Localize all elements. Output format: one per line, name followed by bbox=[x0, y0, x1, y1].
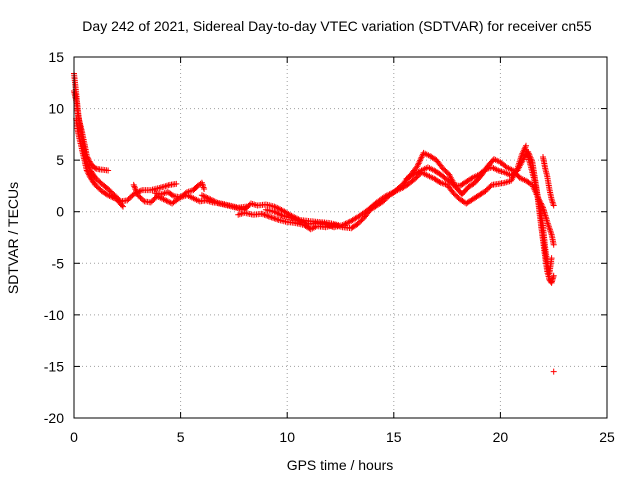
data-point bbox=[120, 203, 126, 210]
data-point bbox=[133, 189, 140, 196]
data-point bbox=[271, 203, 278, 210]
axis-ticks bbox=[73, 56, 608, 419]
data-point bbox=[131, 183, 138, 190]
data-point bbox=[345, 219, 352, 226]
data-point bbox=[274, 210, 281, 217]
y-tick-labels: -20 -15 -10 -5 0 5 10 15 bbox=[44, 49, 64, 426]
data-points bbox=[71, 70, 557, 375]
data-point bbox=[382, 193, 389, 200]
data-point bbox=[550, 241, 557, 248]
data-point bbox=[109, 194, 116, 201]
x-tick-label: 10 bbox=[279, 429, 295, 445]
data-point bbox=[301, 219, 308, 226]
data-point bbox=[83, 167, 90, 174]
y-tick-label: -10 bbox=[44, 307, 64, 323]
data-point bbox=[173, 180, 180, 187]
data-point bbox=[550, 202, 557, 209]
data-point bbox=[83, 153, 90, 159]
x-tick-label: 25 bbox=[599, 429, 615, 445]
data-point bbox=[436, 179, 443, 185]
data-point bbox=[264, 212, 271, 219]
data-point bbox=[208, 197, 215, 203]
x-tick-label: 20 bbox=[493, 429, 509, 445]
data-point bbox=[271, 208, 278, 215]
data-point bbox=[385, 191, 392, 198]
x-tick-label: 5 bbox=[177, 429, 185, 445]
plot-frame bbox=[73, 56, 608, 419]
data-point bbox=[201, 186, 208, 192]
data-point bbox=[292, 216, 299, 223]
data-point bbox=[210, 197, 217, 204]
x-tick-labels: 0 5 10 15 20 25 bbox=[70, 429, 615, 445]
data-point bbox=[105, 167, 112, 174]
data-point bbox=[277, 206, 284, 213]
data-point bbox=[383, 192, 390, 199]
data-point bbox=[198, 192, 205, 199]
y-tick-label: -5 bbox=[52, 255, 65, 271]
data-point bbox=[105, 192, 112, 199]
data-point bbox=[277, 211, 284, 218]
y-tick-label: 10 bbox=[48, 101, 64, 117]
data-point bbox=[342, 220, 349, 227]
y-tick-label: -20 bbox=[44, 410, 64, 426]
data-point bbox=[415, 161, 421, 168]
data-point bbox=[449, 180, 456, 187]
y-tick-label: 5 bbox=[56, 152, 64, 168]
data-point bbox=[108, 193, 114, 200]
data-point bbox=[548, 255, 555, 262]
data-point bbox=[169, 192, 176, 199]
data-point bbox=[388, 190, 394, 197]
data-point bbox=[85, 171, 92, 178]
data-point bbox=[275, 210, 282, 217]
data-point bbox=[203, 194, 210, 201]
data-point bbox=[214, 199, 221, 206]
data-point bbox=[274, 204, 281, 211]
data-point bbox=[164, 198, 171, 205]
data-point bbox=[85, 170, 92, 177]
y-tick-label: -15 bbox=[44, 358, 64, 374]
y-tick-label: 15 bbox=[48, 49, 64, 65]
y-axis-label: SDTVAR / TECUs bbox=[5, 182, 21, 294]
y-tick-label: 0 bbox=[56, 204, 64, 220]
chart-title: Day 242 of 2021, Sidereal Day-to-day VTE… bbox=[82, 18, 592, 34]
data-point bbox=[110, 195, 117, 201]
data-point bbox=[343, 220, 350, 227]
data-point bbox=[341, 221, 348, 228]
data-point bbox=[550, 272, 557, 279]
data-point bbox=[274, 216, 281, 223]
data-point bbox=[162, 197, 168, 203]
data-point bbox=[119, 202, 125, 209]
grid-lines bbox=[74, 57, 607, 418]
data-point bbox=[201, 193, 208, 200]
data-point bbox=[211, 198, 218, 205]
x-axis-label: GPS time / hours bbox=[287, 457, 394, 473]
x-tick-label: 0 bbox=[70, 429, 78, 445]
data-point bbox=[204, 195, 211, 201]
x-tick-label: 15 bbox=[386, 429, 402, 445]
data-point bbox=[550, 368, 557, 375]
data-point bbox=[163, 197, 170, 204]
data-point bbox=[84, 168, 91, 175]
data-point bbox=[278, 212, 285, 219]
data-point bbox=[206, 195, 212, 202]
data-point bbox=[275, 205, 282, 212]
